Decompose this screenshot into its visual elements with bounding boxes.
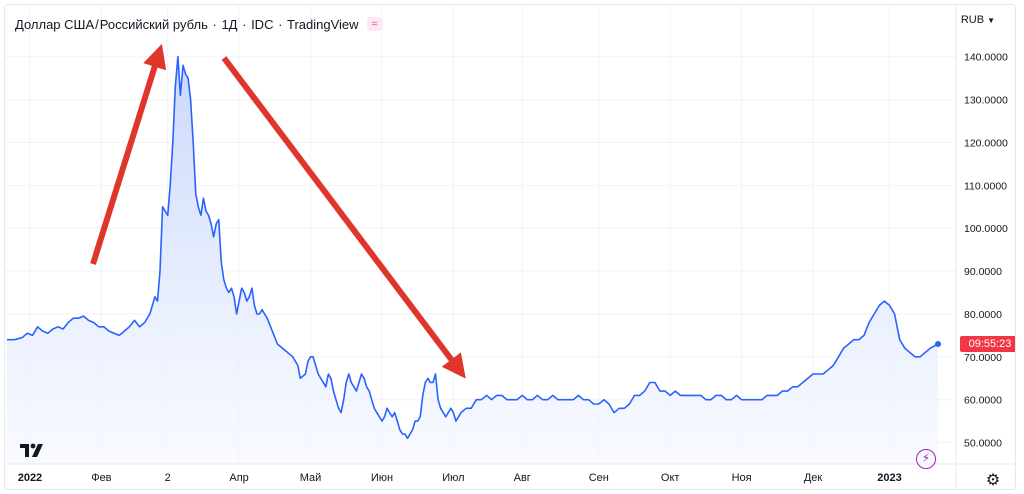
symbol-quote: Российский рубль	[99, 16, 208, 32]
legend-dot: ·	[238, 16, 251, 32]
price-tick-label: 70.0000	[964, 352, 1002, 364]
symbol-separator: /	[95, 16, 99, 32]
time-tick-label: Июл	[442, 472, 464, 484]
chevron-down-icon: ▼	[987, 15, 995, 25]
source-label: IDC	[251, 16, 274, 32]
price-tick-label: 130.0000	[964, 95, 1008, 107]
price-tick-label: 120.0000	[964, 137, 1008, 149]
time-tick-label: Окт	[661, 472, 680, 484]
price-tick-label: 50.0000	[964, 438, 1002, 450]
time-tick-label: 2023	[877, 472, 901, 484]
price-tick-label: 110.0000	[964, 180, 1007, 192]
interval-label: 1Д	[221, 16, 238, 32]
price-area	[7, 56, 938, 464]
legend-dot: ·	[208, 16, 221, 32]
arrow-down	[221, 56, 466, 379]
last-price-dot	[935, 341, 941, 347]
price-tick-label: 140.0000	[964, 52, 1008, 64]
time-tick-label: Апр	[229, 472, 248, 484]
time-tick-label: Дек	[804, 472, 823, 484]
time-tick-label: Фев	[91, 472, 111, 484]
currency-selector[interactable]: RUB ▼	[961, 14, 995, 26]
platform-label: TradingView	[287, 16, 359, 32]
price-line	[7, 55, 939, 440]
price-chart[interactable]: 50.0000 60.0000 70.0000 80.0000 90.0000 100.0…	[5, 5, 1016, 490]
chart-frame: 50.0000 60.0000 70.0000 80.0000 90.0000 100.0…	[4, 4, 1016, 490]
price-axis[interactable]: 50.0000 60.0000 70.0000 80.0000 90.0000 100.0…	[964, 52, 1008, 450]
flash-icon[interactable]: ⚡	[916, 449, 936, 469]
time-tick-label: Ноя	[732, 472, 752, 484]
gear-icon[interactable]: ⚙	[985, 472, 1001, 489]
price-tick-label: 100.0000	[964, 223, 1008, 235]
symbol-legend[interactable]: Доллар США / Российский рубль · 1Д · IDC…	[15, 15, 383, 33]
time-tick-label: Июн	[371, 472, 393, 484]
currency-label: RUB	[960, 14, 985, 26]
last-price-countdown: 09:55:23	[960, 336, 1015, 352]
time-axis[interactable]: 2022 Фев 2 Апр Май Июн Июл Авг Сен Окт Ноя Дек 2023	[18, 472, 902, 484]
time-tick-label: 2022	[18, 472, 42, 484]
price-tick-label: 60.0000	[964, 395, 1002, 407]
time-tick-label: Сен	[589, 472, 609, 484]
price-tick-label: 80.0000	[964, 309, 1002, 321]
compare-badge-icon[interactable]: ≈	[366, 17, 383, 31]
symbol-base: Доллар США	[15, 16, 95, 32]
price-tick-label: 90.0000	[964, 266, 1002, 278]
time-tick-label: Май	[300, 472, 322, 484]
time-tick-label: Авг	[514, 472, 531, 484]
arrow-up	[90, 43, 167, 265]
time-tick-label: 2	[165, 472, 171, 484]
legend-dot: ·	[274, 16, 287, 32]
tradingview-logo-icon[interactable]	[19, 441, 45, 461]
